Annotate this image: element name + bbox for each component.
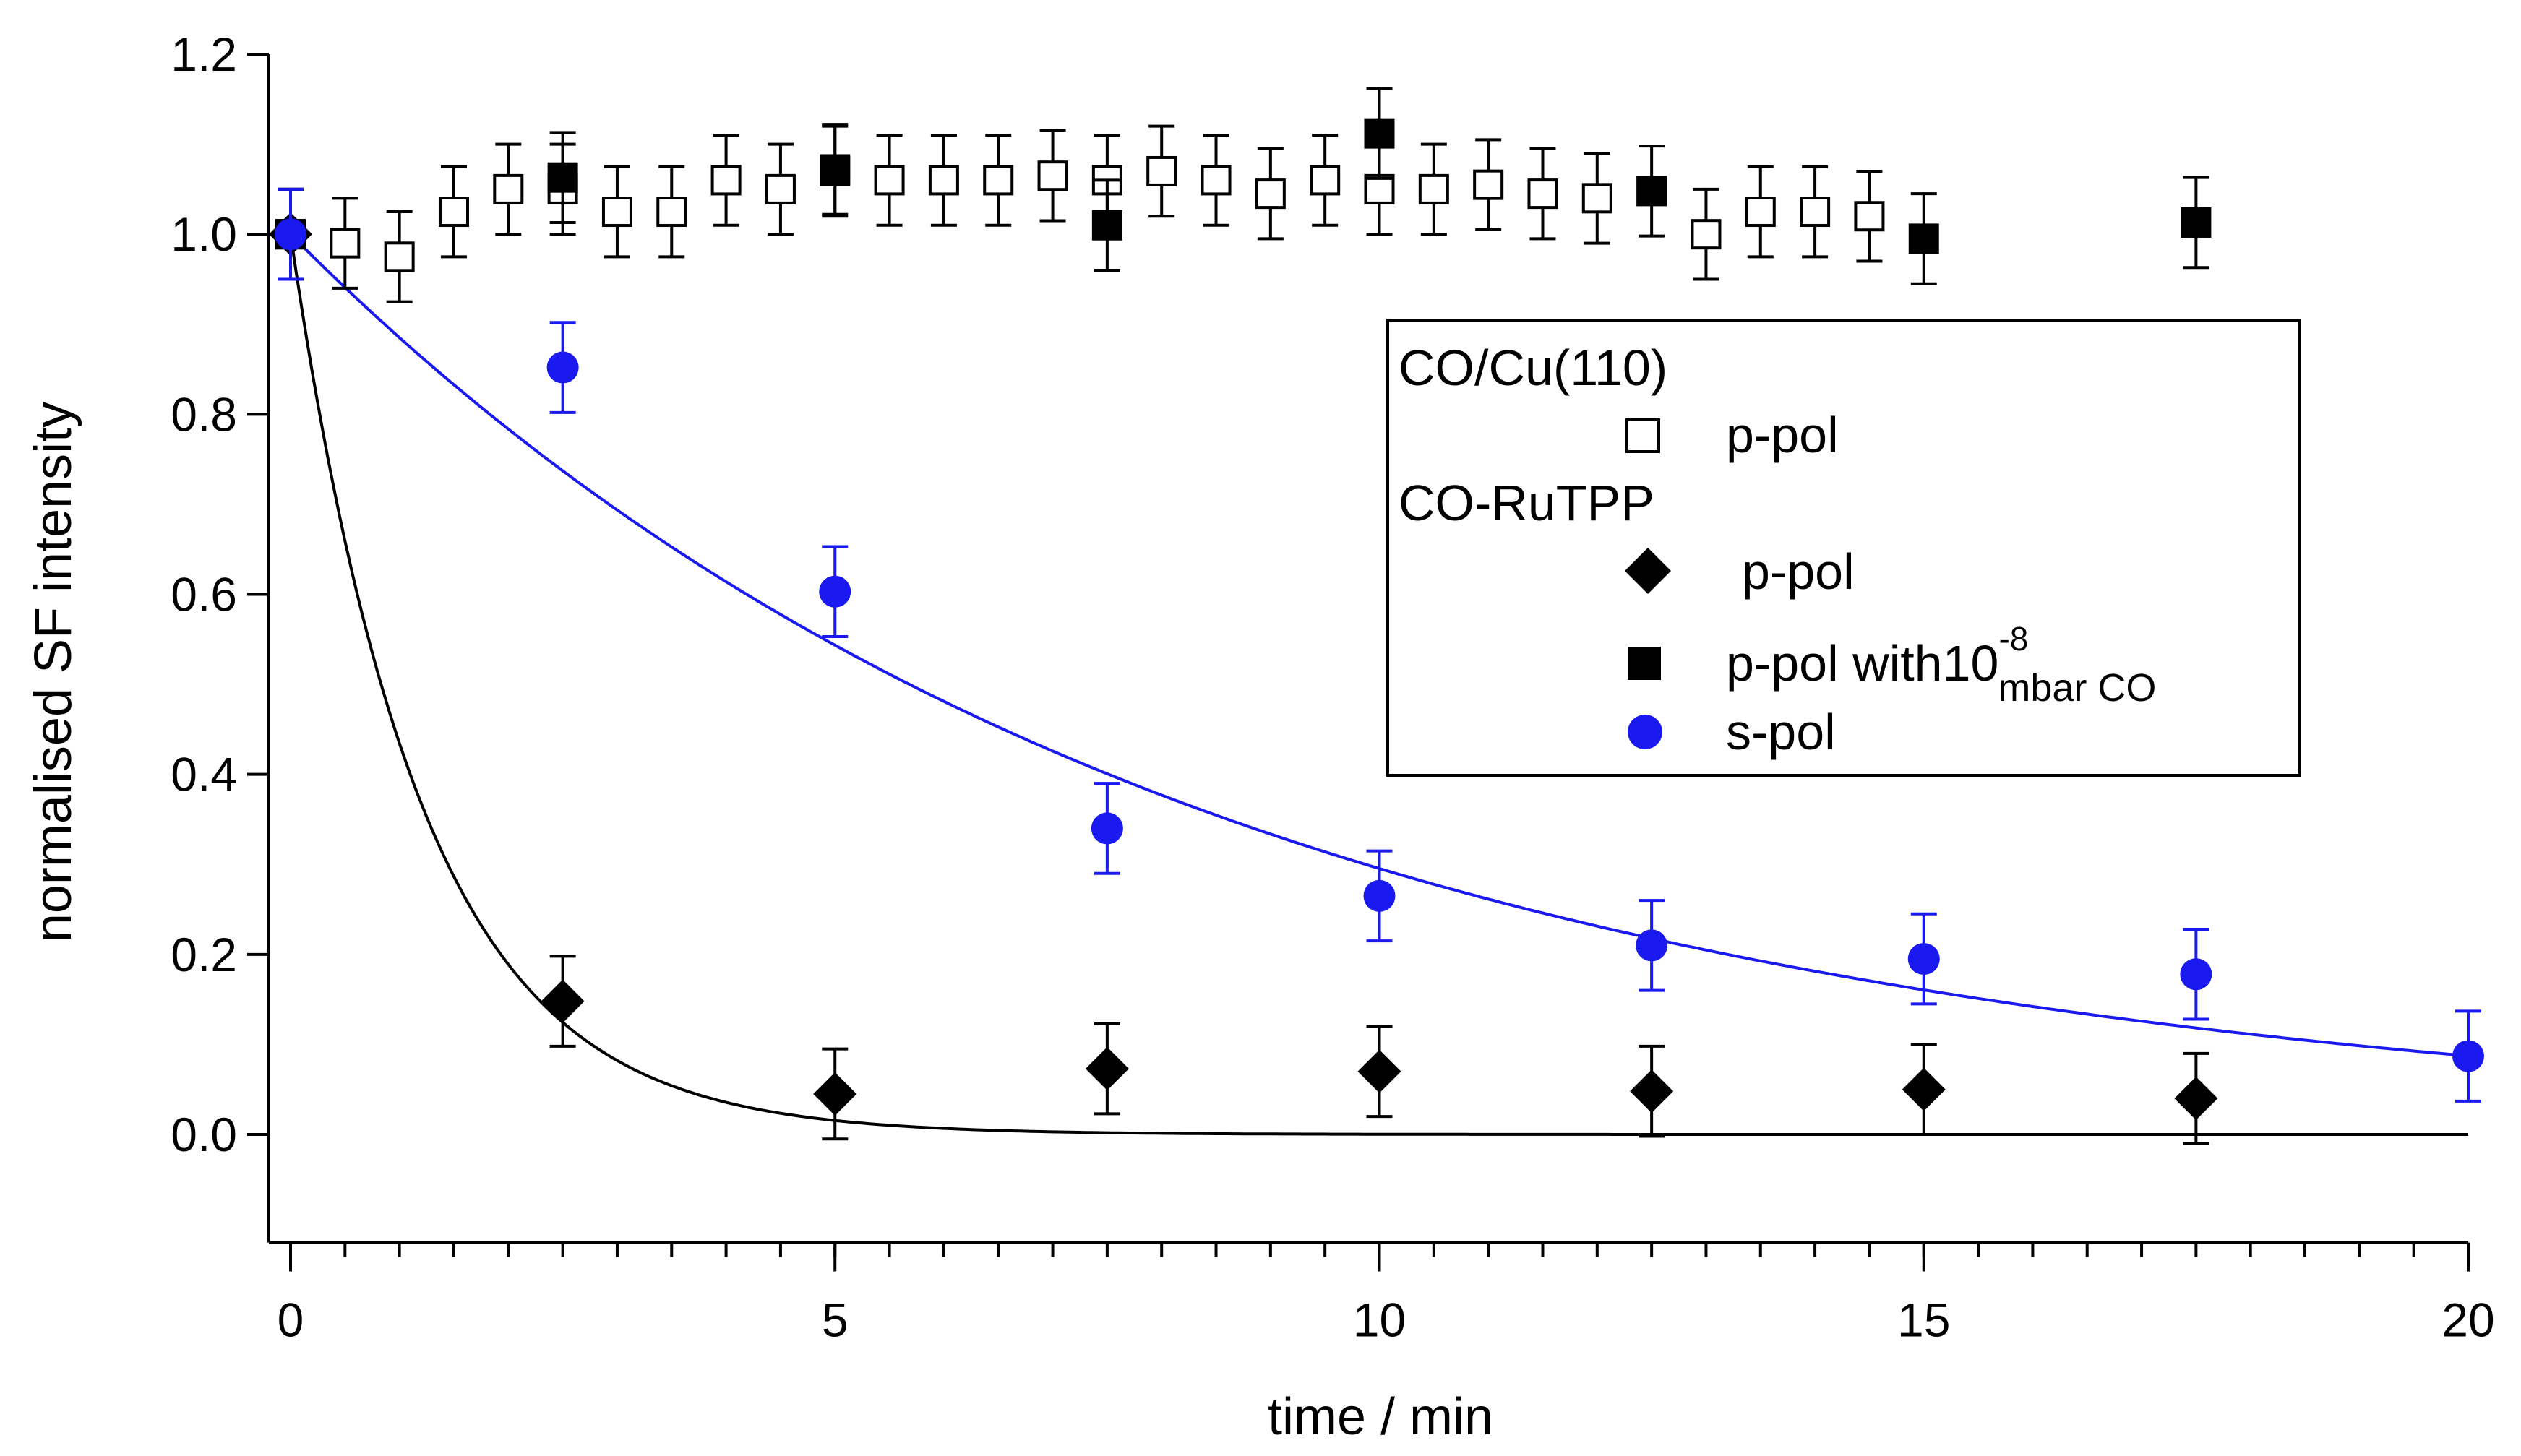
data-point-open-square	[601, 197, 632, 228]
legend: CO/Cu(110) p-pol CO-RuTPP p-pol p-pol wi…	[1386, 319, 2301, 777]
legend-entry-rutpp-ppol: p-pol	[1742, 543, 1855, 600]
data-point-open-square	[330, 228, 361, 259]
data-point-circle	[1091, 812, 1123, 845]
y-tick-label: 1.0	[171, 207, 237, 261]
data-point-open-square	[983, 165, 1014, 196]
data-point-diamond	[813, 1072, 857, 1116]
y-tick-label: 0.0	[171, 1108, 237, 1161]
data-point-diamond	[1630, 1069, 1674, 1113]
data-point-circle	[1363, 879, 1396, 912]
data-point-open-square	[493, 173, 524, 204]
data-point-diamond	[2174, 1077, 2218, 1121]
legend-entry-rutpp-spol: s-pol	[1726, 704, 1836, 760]
data-point-open-square	[1745, 197, 1776, 228]
data-point-circle	[2452, 1040, 2484, 1072]
series-filled-square	[275, 87, 2212, 285]
data-point-filled-square	[1091, 210, 1122, 241]
data-point-circle	[1907, 943, 1940, 975]
data-point-open-square	[874, 165, 905, 196]
data-point-circle	[275, 218, 306, 251]
data-point-open-square	[928, 165, 959, 196]
legend-frame	[1386, 319, 2301, 777]
legend-marker-diamond	[1625, 548, 1671, 594]
y-tick-label: 1.2	[171, 27, 237, 81]
x-axis-title: time / min	[1268, 1388, 1493, 1446]
data-point-diamond	[541, 979, 585, 1023]
x-tick-label: 15	[1897, 1293, 1950, 1347]
x-tick-label: 20	[2441, 1293, 2494, 1347]
y-tick-label: 0.2	[171, 928, 237, 981]
x-tick-label: 0	[278, 1293, 304, 1347]
x-tick-label: 10	[1353, 1293, 1406, 1347]
data-point-open-square	[1146, 155, 1177, 186]
data-point-filled-square	[1364, 118, 1395, 149]
data-point-circle	[546, 351, 579, 384]
legend-marker-circle	[1628, 715, 1662, 749]
legend-entry-co-sub: mbar CO	[1998, 666, 2156, 710]
data-point-filled-square	[820, 154, 851, 185]
data-point-open-square	[656, 197, 687, 228]
legend-entry-rutpp-ppol-co: p-pol with10-8 mbar CO	[1726, 620, 2156, 710]
data-point-open-square	[384, 241, 415, 272]
data-point-open-square	[1581, 183, 1612, 214]
y-tick-label: 0.4	[171, 748, 237, 801]
y-tick-label: 0.8	[171, 387, 237, 441]
data-point-open-square	[1310, 165, 1341, 196]
legend-group-rutpp-title: CO-RuTPP	[1399, 475, 1654, 531]
data-point-open-square	[1854, 201, 1885, 232]
data-point-open-square	[1691, 219, 1722, 250]
data-point-open-square	[1201, 165, 1232, 196]
data-point-filled-square	[547, 162, 578, 193]
data-point-circle	[2180, 958, 2212, 991]
data-point-open-square	[1473, 169, 1504, 200]
data-point-filled-square	[1908, 223, 1939, 254]
data-point-open-square	[438, 197, 469, 228]
data-point-open-square	[765, 173, 796, 204]
fit-curve	[289, 233, 2468, 1136]
data-point-filled-square	[2181, 207, 2212, 238]
x-tick-label: 5	[822, 1293, 849, 1347]
axes: 0.0 0.2 0.4 0.6 0.8 1.0 1.2 0 5 10 15 20	[171, 27, 2494, 1347]
data-point-open-square	[1800, 197, 1831, 228]
legend-entry-co-main: p-pol with10	[1726, 635, 1998, 692]
data-point-diamond	[1357, 1049, 1401, 1093]
legend-group-cu-title: CO/Cu(110)	[1399, 340, 1667, 396]
data-point-open-square	[710, 165, 742, 196]
series-open-square	[275, 124, 1885, 303]
legend-entry-co-sup: -8	[1998, 620, 2028, 658]
series-circle	[275, 187, 2484, 1103]
data-point-open-square	[1255, 178, 1286, 210]
data-point-circle	[819, 575, 851, 608]
data-point-open-square	[1527, 178, 1558, 210]
data-point-circle	[1636, 929, 1668, 962]
legend-marker-filled-square	[1628, 647, 1661, 680]
y-tick-label: 0.6	[171, 568, 237, 621]
data-point-open-square	[1418, 173, 1449, 204]
legend-marker-open-square	[1625, 418, 1660, 453]
data-point-diamond	[1902, 1067, 1946, 1111]
data-point-filled-square	[1636, 176, 1667, 207]
y-axis-title: normalised SF intensity	[25, 402, 82, 942]
data-point-open-square	[1037, 160, 1068, 191]
data-point-open-square	[1364, 173, 1395, 204]
data-points	[269, 87, 2484, 1145]
data-point-diamond	[1085, 1047, 1129, 1091]
legend-entry-cu-ppol: p-pol	[1726, 407, 1839, 463]
